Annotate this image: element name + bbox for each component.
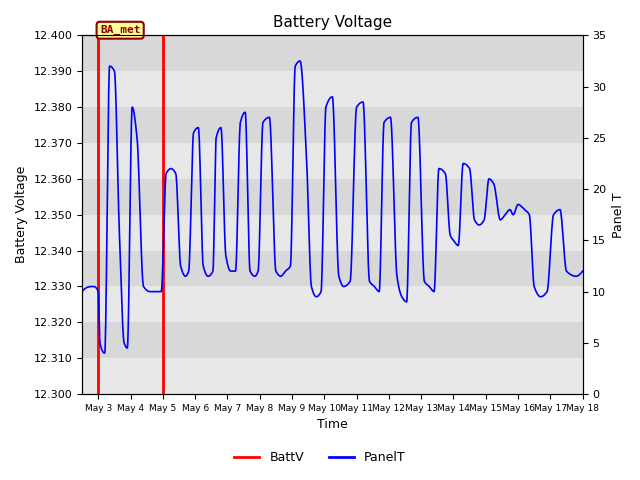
Bar xyxy=(82,179,582,215)
Y-axis label: Panel T: Panel T xyxy=(612,192,625,238)
Title: Battery Voltage: Battery Voltage xyxy=(273,15,392,30)
Bar xyxy=(82,71,582,107)
Bar xyxy=(82,287,582,323)
Text: BA_met: BA_met xyxy=(100,25,140,36)
Bar xyxy=(82,323,582,358)
Bar xyxy=(82,215,582,251)
Y-axis label: Battery Voltage: Battery Voltage xyxy=(15,166,28,264)
Legend: BattV, PanelT: BattV, PanelT xyxy=(229,446,411,469)
X-axis label: Time: Time xyxy=(317,419,348,432)
Bar xyxy=(82,358,582,394)
Bar xyxy=(82,36,582,71)
Bar xyxy=(82,143,582,179)
Bar xyxy=(82,107,582,143)
Bar xyxy=(82,251,582,287)
